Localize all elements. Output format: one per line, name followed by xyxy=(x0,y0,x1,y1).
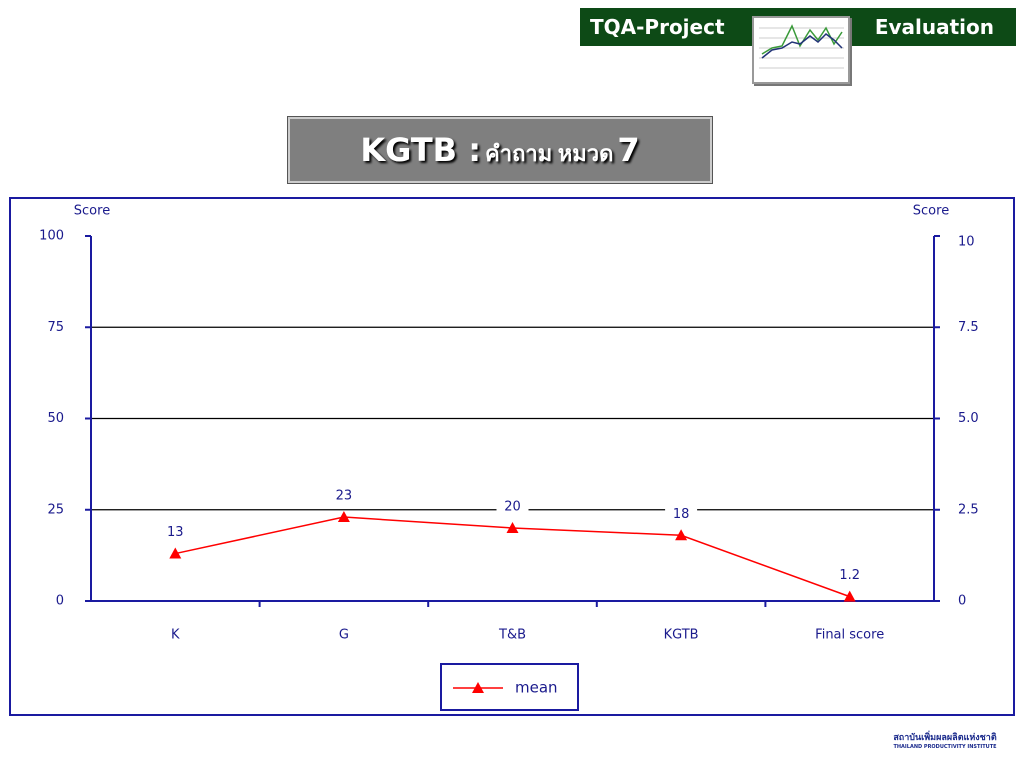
header-left: TQA-Project xyxy=(590,15,725,39)
data-label-bg xyxy=(159,523,192,540)
data-label-bg xyxy=(496,498,529,514)
title-part: 7 xyxy=(617,131,640,169)
y2-tick-label: 0 xyxy=(958,594,966,609)
marker xyxy=(506,522,519,533)
y-tick-label: 25 xyxy=(47,502,64,517)
chart-frame xyxy=(9,197,1015,716)
logo: สถาบันเพิ่มผลผลิตแห่งชาติ THAILAND PRODU… xyxy=(880,730,1010,750)
y-tick-label: 0 xyxy=(56,594,64,609)
data-label-bg xyxy=(833,566,866,583)
title-part: คำถาม หมวด xyxy=(485,141,614,166)
data-label-bg xyxy=(327,487,360,504)
y2-tick-label: 5.0 xyxy=(958,411,979,426)
marker xyxy=(843,590,856,602)
x-tick-label: T&B xyxy=(498,628,526,643)
y-tick-label: 75 xyxy=(47,320,64,335)
slide-title: KGTB : คำถาม หมวด 7 xyxy=(287,116,713,184)
x-tick-label: KGTB xyxy=(664,628,699,643)
marker xyxy=(675,529,688,541)
data-label: 13 xyxy=(167,525,184,540)
data-label: 20 xyxy=(504,500,521,515)
x-tick-label: K xyxy=(171,628,180,643)
y-tick-label: 100 xyxy=(39,229,64,244)
data-label: 18 xyxy=(673,507,690,522)
data-label: 1.2 xyxy=(839,568,860,583)
header-thumbnail xyxy=(752,16,850,84)
legend-label: mean xyxy=(515,679,558,697)
x-tick-label: G xyxy=(339,628,349,643)
marker xyxy=(337,511,350,523)
y-axis-label: Score xyxy=(74,204,110,219)
marker xyxy=(169,547,182,559)
y-tick-label: 50 xyxy=(47,411,64,426)
legend-marker xyxy=(472,682,484,693)
data-label: 23 xyxy=(336,489,353,504)
x-tick-label: Final score xyxy=(815,628,884,643)
y2-tick-label: 7.5 xyxy=(958,320,979,335)
logo-english: THAILAND PRODUCTIVITY INSTITUTE xyxy=(893,744,997,750)
y2-tick-label: 2.5 xyxy=(958,502,979,517)
y2-axis-label: Score xyxy=(913,204,949,219)
legend-box xyxy=(440,663,579,711)
logo-thai: สถาบันเพิ่มผลผลิตแห่งชาติ xyxy=(893,733,997,743)
data-label-bg xyxy=(665,505,698,522)
header-right: Evaluation xyxy=(874,15,994,39)
title-part: KGTB : xyxy=(360,131,481,169)
y2-tick-label: 10 xyxy=(958,235,975,250)
